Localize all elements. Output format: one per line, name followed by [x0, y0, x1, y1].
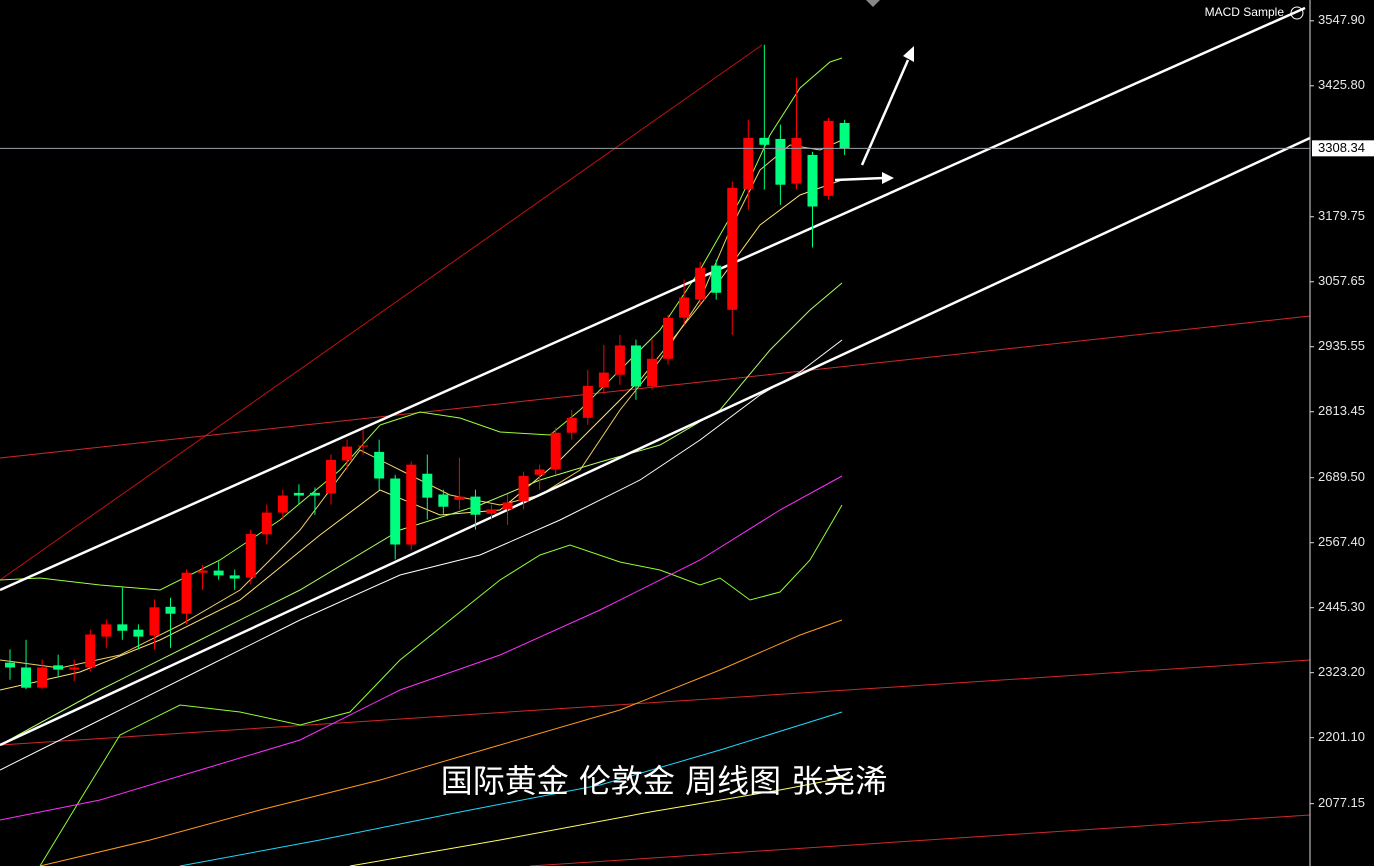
- channel-line: [0, 6, 1306, 592]
- candle-body: [518, 475, 529, 502]
- candle-body: [647, 358, 657, 387]
- candle-body: [358, 445, 369, 447]
- arrow: [860, 59, 910, 166]
- candle-body: [454, 496, 465, 500]
- red-trendline: [0, 315, 1311, 459]
- candle-body: [807, 154, 818, 207]
- arrow-head: [903, 46, 914, 62]
- y-tick-label: 2445.30: [1318, 599, 1365, 614]
- candle-body: [775, 138, 786, 185]
- candle-body: [53, 665, 64, 670]
- candle-body: [406, 464, 417, 545]
- candle-body: [245, 533, 256, 578]
- moving-average: [0, 179, 843, 691]
- moving-average: [39, 619, 843, 866]
- candle-body: [326, 459, 336, 494]
- y-tick-label: 2077.15: [1318, 795, 1365, 810]
- moving-average: [0, 57, 843, 591]
- y-tick-label: 2813.45: [1318, 403, 1365, 418]
- y-tick-label: 2567.40: [1318, 534, 1365, 549]
- oscillator: [39, 504, 843, 866]
- candle-body: [117, 624, 128, 631]
- candle-body: [823, 120, 834, 196]
- last-price-label: 3308.34: [1318, 140, 1365, 155]
- candle-body: [582, 385, 593, 418]
- y-tick-label: 3057.65: [1318, 273, 1365, 288]
- candle-body: [534, 469, 545, 475]
- candle-body: [309, 492, 320, 496]
- arrow: [834, 176, 885, 182]
- channel-line: [0, 136, 1311, 747]
- candle-body: [422, 473, 433, 498]
- moving-average: [349, 777, 843, 866]
- candle-body: [438, 494, 449, 507]
- candle-body: [69, 667, 80, 670]
- candle-body: [502, 502, 513, 510]
- candle-body: [133, 629, 144, 637]
- candle-body: [390, 478, 401, 545]
- candle-body: [197, 570, 208, 573]
- candle-body: [165, 606, 176, 614]
- y-tick-label: 2689.50: [1318, 469, 1365, 484]
- candle-body: [630, 345, 641, 387]
- candle-body: [550, 432, 561, 470]
- red-trendline: [0, 659, 1311, 746]
- candle-body: [759, 137, 770, 145]
- candle-body: [293, 492, 304, 496]
- candle-body: [21, 667, 32, 688]
- moving-average: [0, 475, 843, 821]
- candle-body: [486, 509, 497, 514]
- candle-body: [727, 187, 738, 310]
- candle-body: [470, 496, 481, 515]
- moving-average: [0, 339, 843, 771]
- candle-body: [743, 137, 754, 189]
- watermark: 国际黄金 伦敦金 周线图 张尧浠: [441, 762, 888, 800]
- candle-body: [695, 267, 706, 300]
- red-trendline: [529, 814, 1311, 866]
- candle-body: [342, 446, 353, 461]
- candle-body: [229, 575, 240, 579]
- candle-body: [277, 495, 288, 513]
- candle-body: [839, 122, 850, 148]
- candle-body: [566, 417, 577, 433]
- candle-body: [663, 317, 674, 359]
- candle-body: [791, 137, 802, 184]
- y-tick-label: 3547.90: [1318, 12, 1365, 27]
- y-tick-label: 2201.10: [1318, 729, 1365, 744]
- candle-body: [101, 624, 112, 637]
- arrow-head: [882, 172, 894, 184]
- candle-body: [213, 570, 224, 576]
- y-tick-label: 3425.80: [1318, 77, 1365, 92]
- candle-body: [181, 572, 192, 614]
- candle-body: [37, 667, 48, 688]
- red-trendline: [0, 44, 763, 581]
- candle-body: [5, 662, 15, 668]
- y-tick-label: 2323.20: [1318, 664, 1365, 679]
- last-price-box: [1312, 140, 1374, 157]
- indicator-label: MACD Sample: [1205, 5, 1285, 19]
- candle-body: [614, 345, 625, 375]
- candle-body: [711, 265, 722, 293]
- candle-body: [598, 372, 609, 388]
- candle-body: [374, 451, 385, 479]
- indicator-icon: [1290, 6, 1304, 20]
- y-tick-label: 3179.75: [1318, 208, 1365, 223]
- y-tick-label: 2935.55: [1318, 338, 1365, 353]
- shift-marker: [866, 0, 880, 7]
- candle-body: [261, 512, 272, 535]
- moving-average: [179, 711, 843, 866]
- candle-body: [85, 634, 96, 668]
- candle-body: [679, 297, 690, 318]
- candle-body: [149, 607, 160, 636]
